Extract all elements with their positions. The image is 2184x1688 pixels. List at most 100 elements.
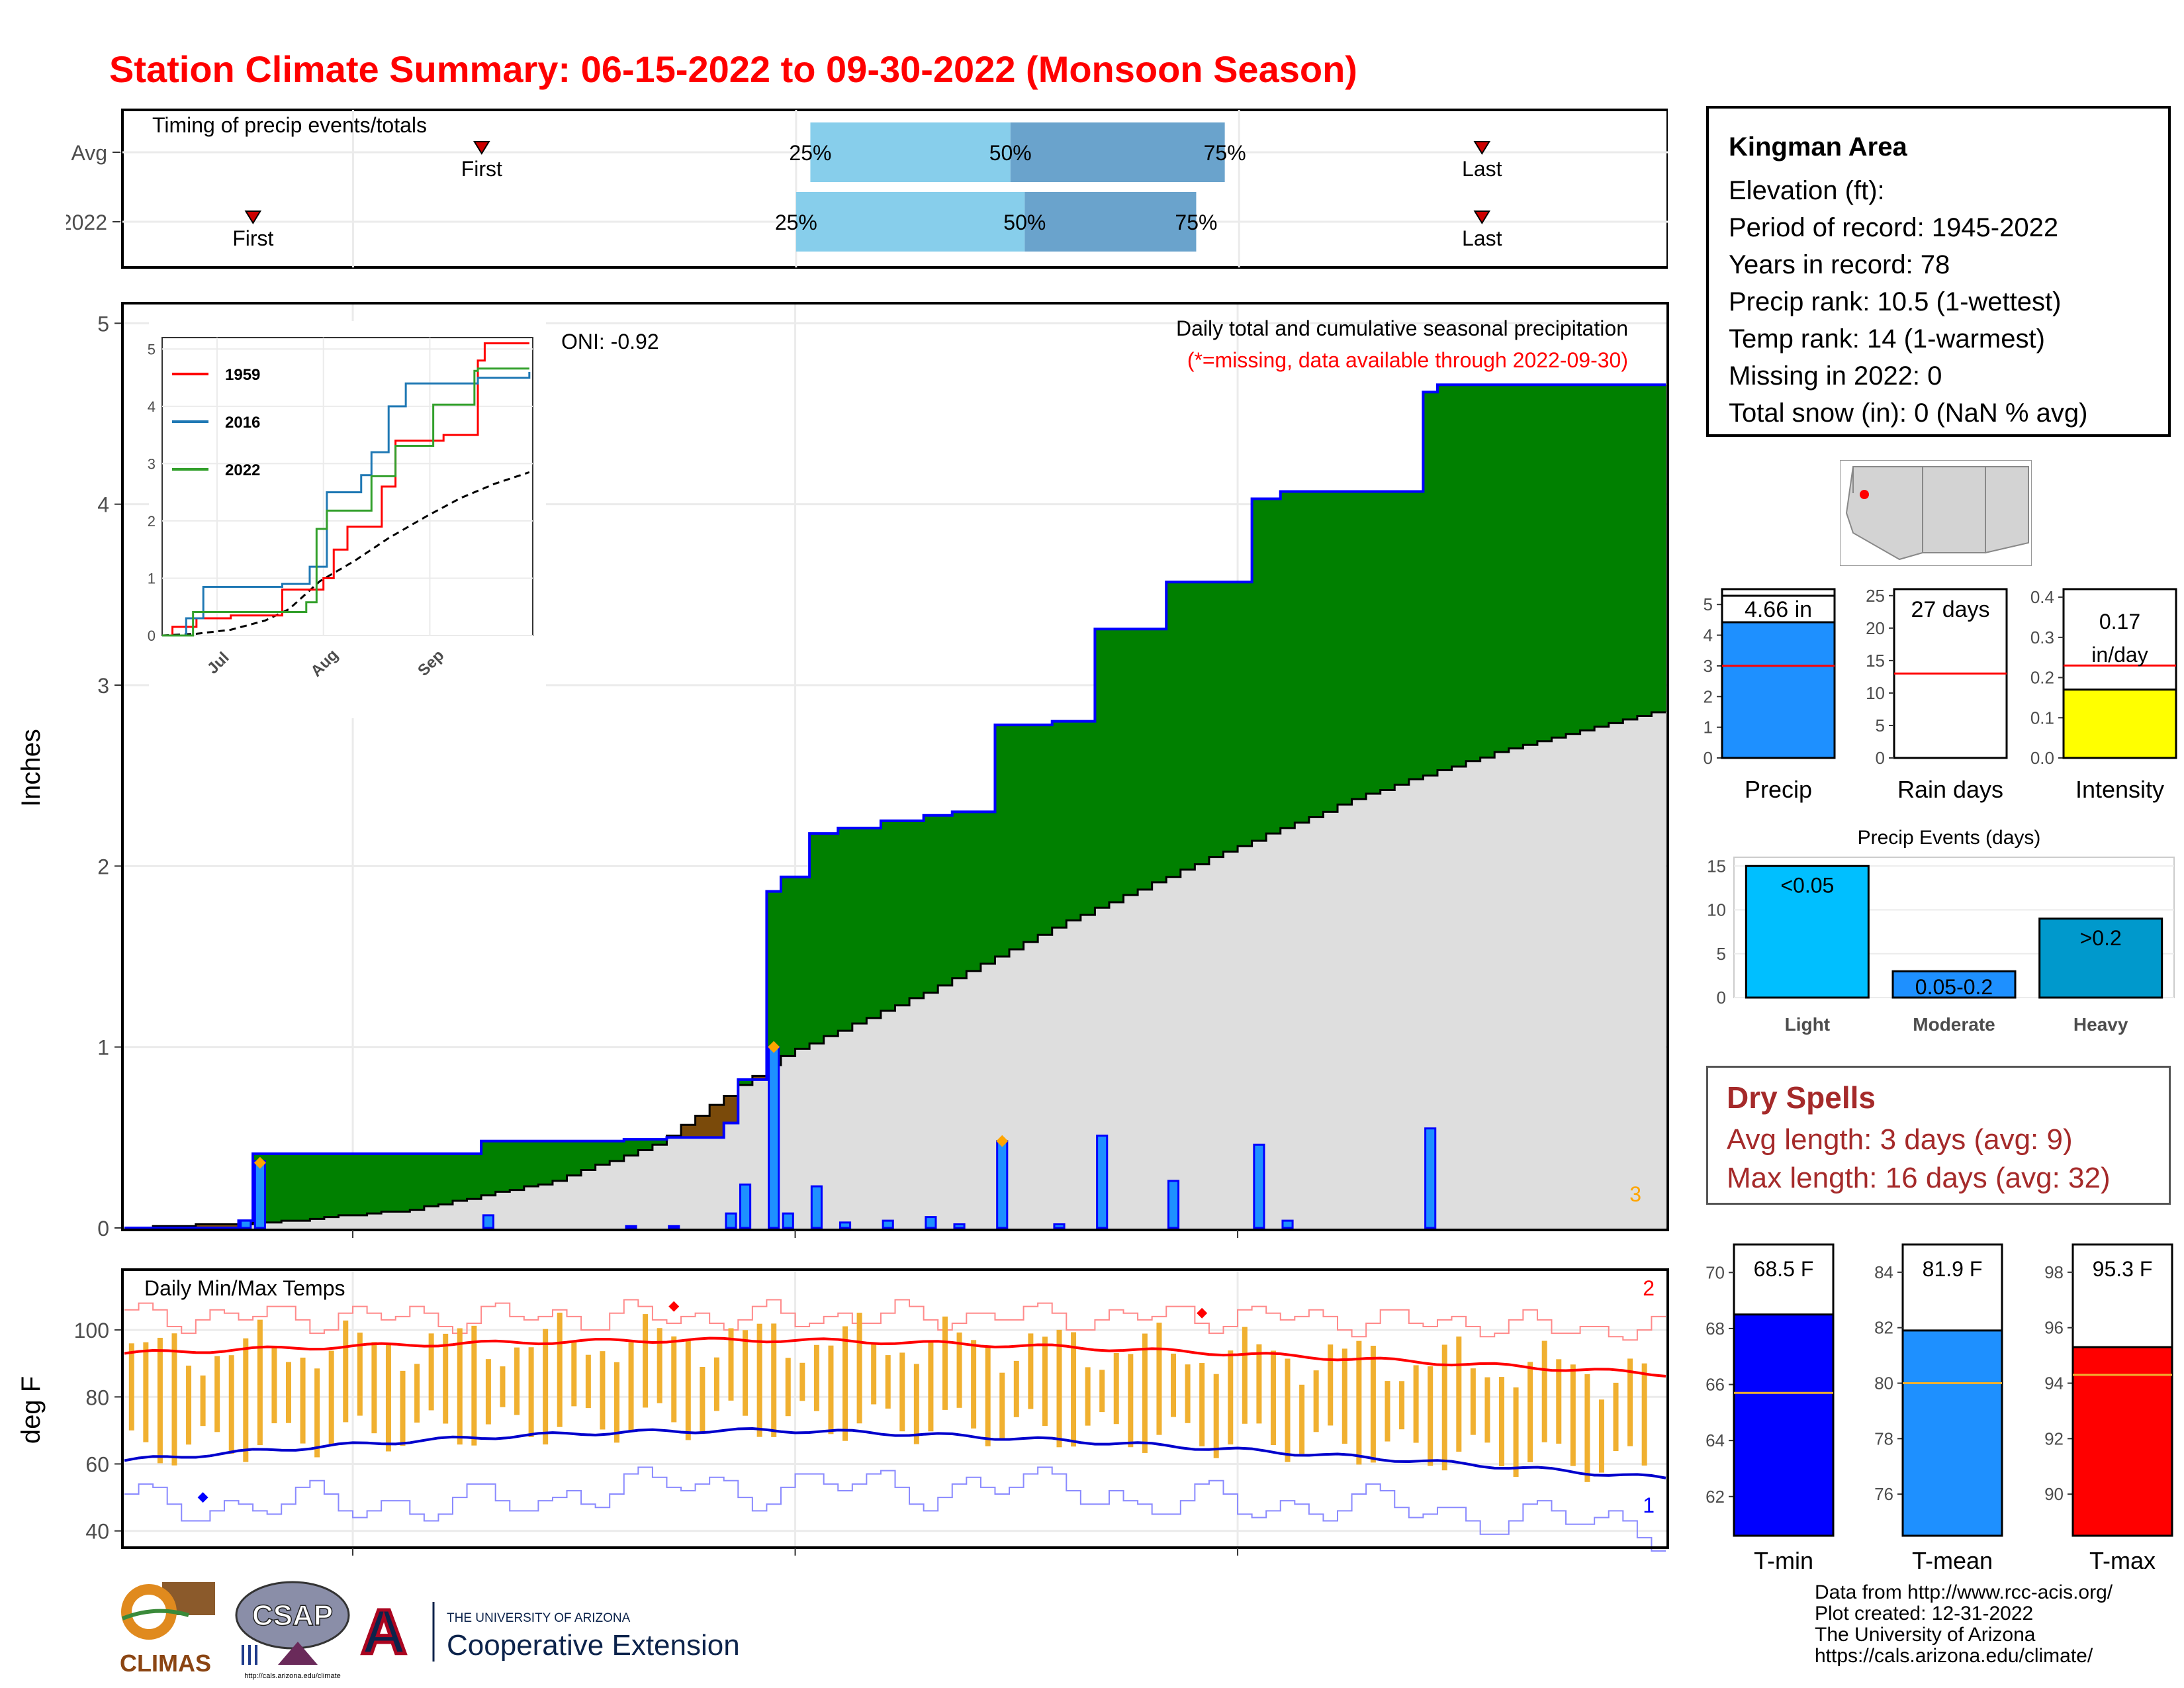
temp-chart-title: Daily Min/Max Temps <box>144 1276 345 1300</box>
timing-q50-label: 50% <box>989 141 1032 165</box>
daily-temp-bar <box>128 1343 134 1430</box>
daily-temp-bar <box>1071 1332 1077 1447</box>
gauge-tick-label: 0.4 <box>2030 587 2054 607</box>
daily-temp-bar <box>942 1316 948 1410</box>
timing-first-label: First <box>461 157 502 181</box>
daily-temp-bar <box>971 1340 977 1429</box>
daily-temp-bar <box>1042 1336 1048 1427</box>
timing-last-label: Last <box>1462 226 1502 250</box>
daily-temp-bar <box>842 1326 848 1441</box>
timing-svg: Timing of precip events/totals Avg 25% 50% 7… <box>60 109 1669 269</box>
gauge-value-text: 27 days <box>1911 597 1989 622</box>
locator-map <box>1839 459 2032 567</box>
surplus-bar <box>1623 385 1638 720</box>
gauge-tick-label: 15 <box>1866 651 1885 671</box>
daily-temp-bar <box>371 1342 377 1434</box>
daily-temp-bar <box>243 1338 249 1462</box>
temp-gauge-value-text: 68.5 F <box>1754 1257 1814 1281</box>
surplus-bar <box>838 827 853 1031</box>
daily-temp-bar <box>1028 1333 1034 1409</box>
surplus-bar <box>481 1141 496 1196</box>
credits: Data from http://www.rcc-acis.org/ Plot … <box>1815 1582 2113 1667</box>
daily-temp-bar <box>1056 1329 1062 1448</box>
station-location-marker <box>1860 490 1869 499</box>
daily-temp-bar <box>1256 1344 1262 1424</box>
surplus-bar <box>1323 491 1338 812</box>
daily-temp-bar <box>956 1332 962 1408</box>
events-bar-label: >0.2 <box>2080 926 2122 950</box>
surplus-bar <box>395 1153 410 1212</box>
surplus-bar <box>638 1139 653 1150</box>
inset-y-tick-label: 4 <box>148 399 156 415</box>
inset-y-tick-label: 2 <box>148 513 156 530</box>
deficit-bar <box>195 1224 210 1228</box>
daily-temp-bar <box>1513 1387 1519 1477</box>
events-bar-label: <0.05 <box>1780 873 1834 897</box>
daily-temp-bar <box>1527 1362 1533 1462</box>
deficit-bar <box>752 1076 767 1080</box>
timing-panel: Timing of precip events/totals Avg 25% 50% 7… <box>60 106 1669 271</box>
surplus-bar <box>495 1141 510 1192</box>
daily-precip-bar <box>996 1140 1009 1229</box>
temp-x-tick-label: Jul <box>338 1560 367 1562</box>
daily-temp-bar <box>1541 1340 1547 1442</box>
info-elevation: Elevation (ft): <box>1729 176 1885 205</box>
gauge-label: Rain days <box>1897 776 2003 803</box>
record-min-marker <box>197 1492 208 1503</box>
temp-svg: 40 60 80 100 Jul Aug Sep deg F Daily Min/Max T… <box>17 1268 1669 1585</box>
surplus-bar <box>1238 582 1253 847</box>
daily-temp-bar <box>1342 1348 1347 1444</box>
surplus-bar <box>523 1141 539 1187</box>
precip-main-chart: 0 1 2 3 4 5 0 1 2 3 4 5 Jul Aug Sep 1959 2016 2022 Inches… <box>0 291 1674 1244</box>
daily-precip-bar <box>925 1216 937 1229</box>
surplus-bar <box>1408 491 1424 780</box>
surplus-bar <box>567 1141 582 1176</box>
surplus-bar <box>1537 385 1552 741</box>
inset-series-line-2022 <box>162 367 529 637</box>
daily-temp-bar <box>443 1333 449 1424</box>
daily-temp-bar <box>643 1314 649 1408</box>
daily-temp-bar <box>999 1372 1005 1440</box>
main-y-axis-label: Inches <box>17 729 46 807</box>
daily-temp-bar <box>457 1328 463 1445</box>
daily-temp-bar <box>885 1355 891 1409</box>
temp-gauge-label: T-mean <box>1912 1547 1993 1574</box>
daily-temp-bar <box>671 1336 677 1423</box>
daily-precip-bar <box>768 1046 780 1229</box>
daily-temp-bar <box>1013 1360 1019 1417</box>
daily-temp-bar <box>528 1347 534 1437</box>
surplus-bar <box>1580 385 1595 731</box>
daily-temp-bar <box>1556 1359 1562 1444</box>
temp-gauge-value-text: 81.9 F <box>1923 1257 1983 1281</box>
cumulative-2022-line <box>124 383 1666 1229</box>
temp-y-tick-label: 80 <box>85 1385 109 1409</box>
surplus-bar <box>510 1141 525 1190</box>
precip-events-chart: Precip Events (days) 0 5 10 15 <0.05 Light 0.0… <box>1681 818 2184 1043</box>
daily-temp-bar <box>314 1368 320 1458</box>
daily-temp-bar <box>300 1357 306 1444</box>
daily-precip-bar <box>625 1225 637 1229</box>
gauge-unit-text: in/day <box>2091 643 2148 667</box>
daily-precip-bar <box>725 1212 737 1229</box>
gauge-label: Intensity <box>2075 776 2164 803</box>
surplus-bar <box>880 821 895 1011</box>
avg-min-temp-line <box>124 1427 1666 1479</box>
surplus-bar <box>1023 725 1038 943</box>
surplus-bar <box>1208 582 1224 857</box>
info-years: Years in record: 78 <box>1729 250 1950 279</box>
daily-temp-bar <box>1185 1364 1191 1423</box>
surplus-bar <box>1280 491 1295 828</box>
daily-temp-bar <box>485 1359 491 1425</box>
daily-temp-bar <box>685 1340 691 1440</box>
temp-chart: 40 60 80 100 Jul Aug Sep deg F Daily Min/Max T… <box>0 1258 1674 1585</box>
surplus-bar <box>338 1153 353 1215</box>
daily-temp-bar <box>799 1362 805 1401</box>
daily-temp-bar <box>1484 1377 1490 1443</box>
temp-gauge-tick-label: 92 <box>2044 1429 2064 1448</box>
daily-temp-bar <box>614 1362 619 1443</box>
daily-temp-bar <box>1456 1336 1462 1452</box>
surplus-bar <box>1394 491 1410 785</box>
gauge-tick-label: 5 <box>1876 716 1885 735</box>
temp-gauges: 62 64 66 68 70 68.5 F T-min 76 78 80 82 84 81.9 F T-m… <box>1681 1231 2184 1575</box>
surplus-bar <box>452 1153 468 1201</box>
